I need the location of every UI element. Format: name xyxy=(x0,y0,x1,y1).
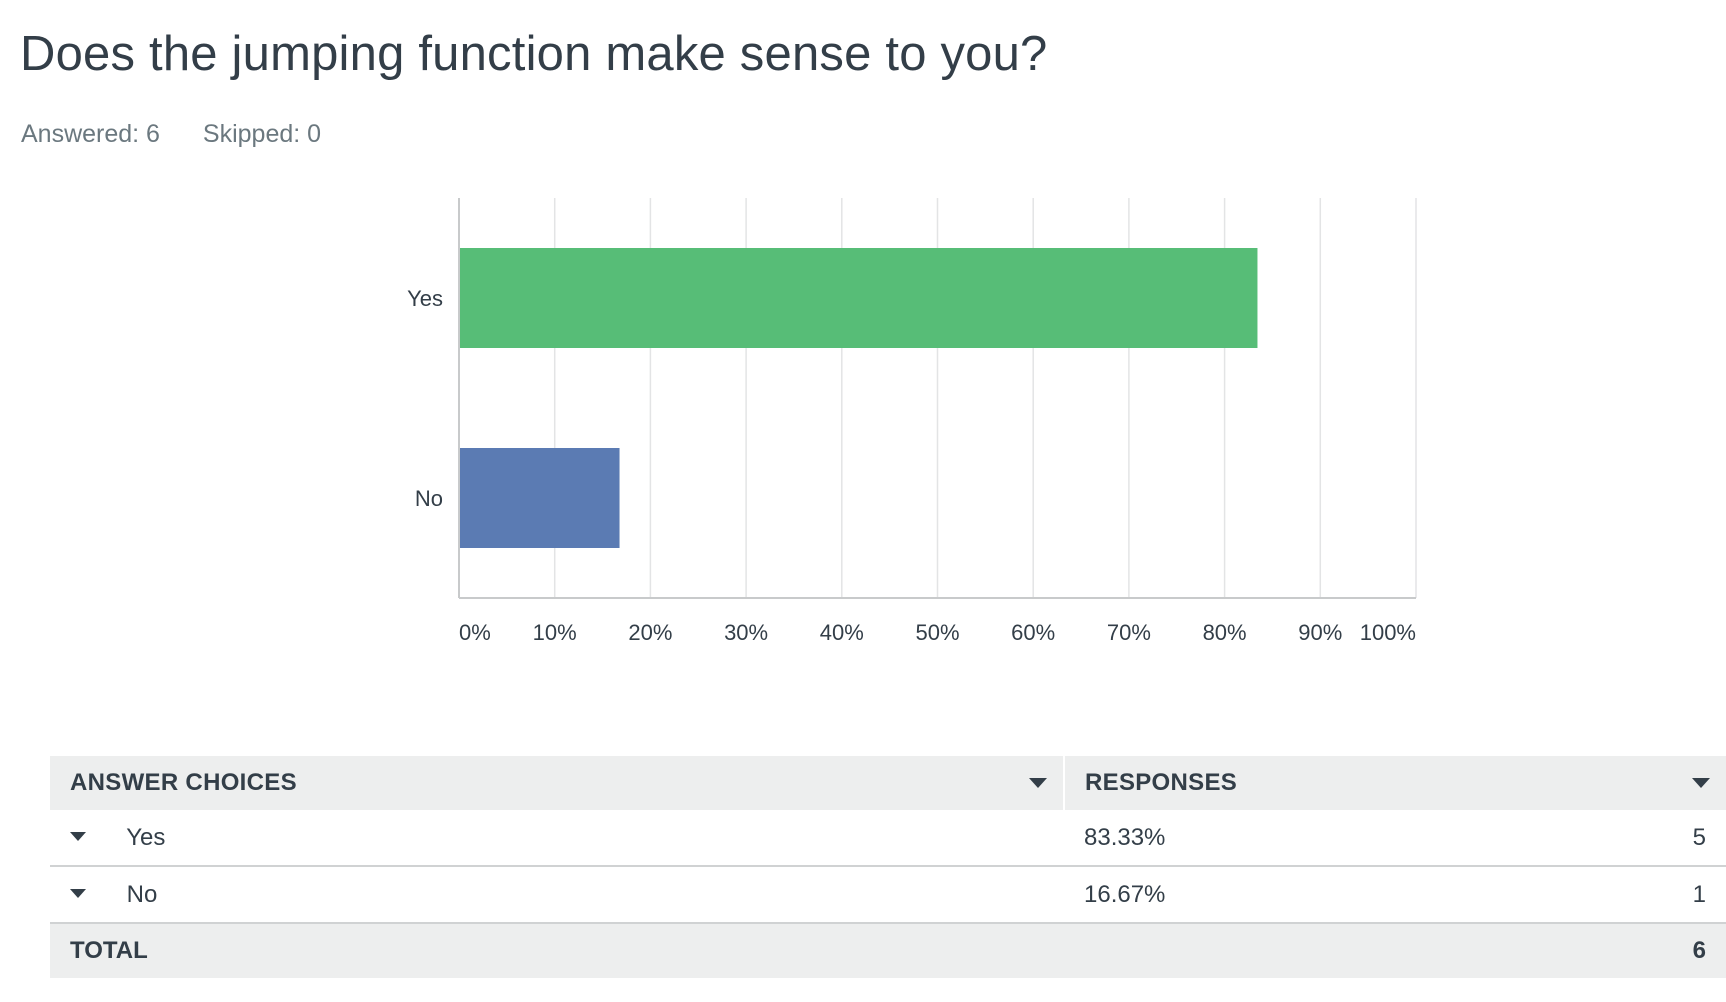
x-tick-label: 30% xyxy=(724,620,768,645)
bar-yes xyxy=(460,248,1258,348)
expand-caret-icon[interactable] xyxy=(70,832,86,842)
response-percent: 16.67% xyxy=(1084,880,1166,908)
bar-chart: 0% 10% 20% 30% 40% 50% 60% 70% 80% 90% 100% Yes No xyxy=(407,198,1417,645)
results-table: ANSWER CHOICES RESPONSES Yes 83.33% 5 xyxy=(50,756,1726,978)
skipped-count: Skipped: 0 xyxy=(202,120,322,148)
answered-count: Answered: 6 xyxy=(21,120,160,148)
response-percent: 83.33% xyxy=(1084,823,1166,851)
question-title: Does the jumping function make sense to … xyxy=(20,27,1048,81)
answer-choices-header[interactable]: ANSWER CHOICES xyxy=(50,756,1065,810)
total-label: TOTAL xyxy=(70,937,148,964)
x-tick-label: 100% xyxy=(1360,620,1416,645)
x-tick-label: 40% xyxy=(820,620,864,645)
category-label: Yes xyxy=(407,286,443,311)
total-value-cell: 6 xyxy=(1064,923,1726,978)
answer-choice-label: Yes xyxy=(126,823,166,851)
bar-no xyxy=(460,448,620,548)
answer-choice-cell: Yes xyxy=(50,810,1064,867)
x-tick-label: 0% xyxy=(459,620,491,645)
response-count: 1 xyxy=(1692,880,1706,908)
x-tick-label: 80% xyxy=(1203,620,1247,645)
table-row: Yes 83.33% 5 xyxy=(50,810,1726,867)
sort-responses-icon[interactable] xyxy=(1692,778,1710,788)
response-cell: 83.33% 5 xyxy=(1064,810,1726,867)
response-count: 5 xyxy=(1692,823,1706,851)
x-tick-label: 90% xyxy=(1298,620,1342,645)
sort-answer-choices-icon[interactable] xyxy=(1029,778,1047,788)
x-tick-label: 20% xyxy=(628,620,672,645)
category-label: No xyxy=(415,486,443,511)
x-tick-label: 70% xyxy=(1107,620,1151,645)
responses-header[interactable]: RESPONSES xyxy=(1064,756,1726,810)
table-row: No 16.67% 1 xyxy=(50,866,1726,924)
answer-choices-header-label: ANSWER CHOICES xyxy=(70,769,297,796)
x-tick-label: 10% xyxy=(533,620,577,645)
response-cell: 16.67% 1 xyxy=(1064,866,1726,924)
x-tick-label: 60% xyxy=(1011,620,1055,645)
answer-choice-cell: No xyxy=(50,866,1064,924)
responses-header-label: RESPONSES xyxy=(1085,769,1238,796)
x-tick-label: 50% xyxy=(915,620,959,645)
total-row: TOTAL 6 xyxy=(50,923,1726,978)
response-stats: Answered: 6 Skipped: 0 xyxy=(21,120,357,149)
table-header-row: ANSWER CHOICES RESPONSES xyxy=(50,756,1726,810)
total-value: 6 xyxy=(1692,937,1706,964)
answer-choice-label: No xyxy=(126,880,158,908)
total-label-cell: TOTAL xyxy=(50,923,1064,978)
expand-caret-icon[interactable] xyxy=(70,889,86,899)
